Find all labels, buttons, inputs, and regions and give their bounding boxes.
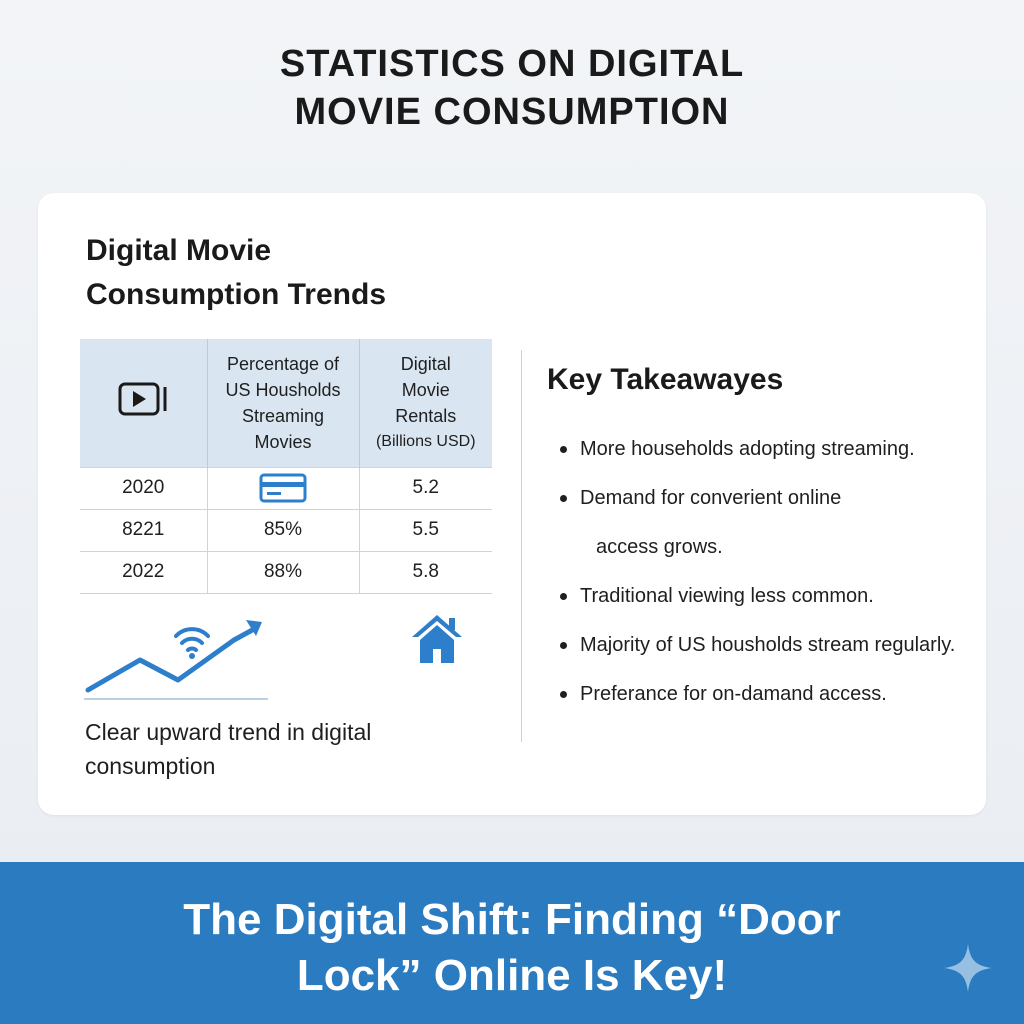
table-header-row: Percentage of US Housholds Streaming Mov…	[80, 339, 492, 467]
page-title-line-1: STATISTICS ON DIGITAL	[279, 43, 745, 85]
bottom-banner: The Digital Shift: Finding “Door Lock” O…	[0, 862, 1024, 1024]
takeaway-item: Preferance for on-damand access.	[558, 670, 988, 719]
takeaways-list: More households adopting streaming. Dema…	[558, 425, 988, 719]
table-row: 2020 5.2	[80, 466, 492, 509]
card-title-line-2: Consumption Trends	[86, 278, 386, 311]
cell-year: 2022	[80, 550, 208, 594]
consumption-table: Percentage of US Housholds Streaming Mov…	[80, 339, 492, 594]
cell-percentage	[207, 466, 360, 509]
cell-rentals: 5.5	[359, 508, 492, 551]
banner-headline: The Digital Shift: Finding “Door Lock” O…	[0, 892, 1024, 1004]
cell-rentals: 5.2	[359, 466, 492, 509]
header-percentage-line: Movies	[254, 431, 312, 452]
card-title: Digital Movie Consumption Trends	[86, 229, 506, 317]
video-play-icon	[118, 382, 167, 416]
header-percentage-line: Percentage of	[226, 353, 340, 374]
page-title: STATISTICS ON DIGITAL MOVIE CONSUMPTION	[0, 40, 1024, 136]
page-title-line-2: MOVIE CONSUMPTION	[294, 91, 730, 133]
header-icon-cell	[80, 339, 208, 467]
credit-card-icon	[259, 473, 307, 503]
trend-caption: Clear upward trend in digital consumptio…	[85, 715, 445, 783]
table-row: 8221 85% 5.5	[80, 508, 492, 551]
takeaway-item: Traditional viewing less common.	[558, 572, 988, 621]
takeaway-item: Majority of US housholds stream regularl…	[558, 621, 988, 670]
header-rentals-line: Digital	[400, 353, 451, 374]
banner-headline-line-2: Lock” Online Is Key!	[296, 951, 728, 1000]
banner-headline-line-1: The Digital Shift: Finding “Door	[183, 895, 841, 944]
cell-percentage: 85%	[207, 508, 360, 551]
header-rentals-unit: (Billions USD)	[375, 432, 476, 450]
table-row: 2022 88% 5.8	[80, 550, 492, 594]
trend-arrow-wifi-icon	[84, 620, 268, 700]
trend-caption-line-2: consumption	[85, 753, 216, 779]
sparkle-icon	[944, 944, 992, 992]
house-icon	[412, 615, 462, 663]
cell-year: 8221	[80, 508, 208, 551]
takeaway-item: Demand for converient online	[558, 474, 988, 523]
takeaways-title: Key Takeawayes	[547, 363, 784, 396]
takeaway-item: More households adopting streaming.	[558, 425, 988, 474]
column-divider	[521, 350, 522, 742]
trend-caption-line-1: Clear upward trend in digital	[85, 719, 372, 745]
cell-rentals: 5.8	[359, 550, 492, 594]
header-percentage-line: US Housholds	[225, 379, 341, 400]
cell-percentage: 88%	[207, 550, 360, 594]
header-percentage-line: Streaming	[241, 405, 325, 426]
header-percentage: Percentage of US Housholds Streaming Mov…	[207, 339, 360, 467]
stats-card: Digital Movie Consumption Trends Percent…	[38, 193, 986, 815]
cell-year: 2020	[80, 466, 208, 509]
takeaway-item-continuation: access grows.	[596, 536, 723, 558]
card-title-line-1: Digital Movie	[86, 234, 272, 267]
header-rentals-line: Rentals	[395, 405, 457, 426]
header-rentals-line: Movie	[401, 379, 450, 400]
header-rentals: Digital Movie Rentals (Billions USD)	[359, 339, 492, 467]
